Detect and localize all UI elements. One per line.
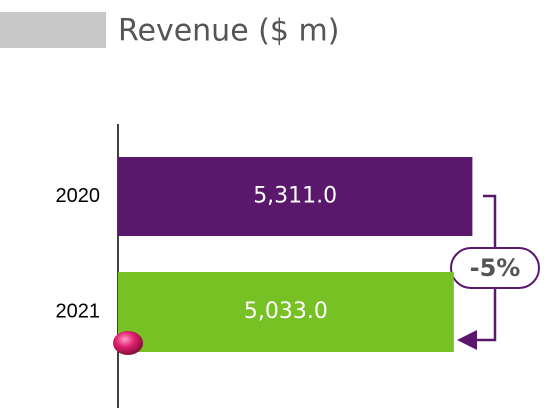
bar xyxy=(118,157,473,236)
annotation-box xyxy=(450,247,540,289)
category-label: 2020 xyxy=(56,185,101,207)
title-swatch xyxy=(0,12,106,48)
bar xyxy=(118,272,454,352)
value-label: 5,033.0 xyxy=(244,299,328,324)
value-label: 5,311.0 xyxy=(253,184,337,209)
marker-ball xyxy=(113,331,143,355)
annotation: -5% xyxy=(470,254,521,282)
chart-title: Revenue ($ m) xyxy=(118,14,339,49)
category-label: 2021 xyxy=(56,300,101,322)
